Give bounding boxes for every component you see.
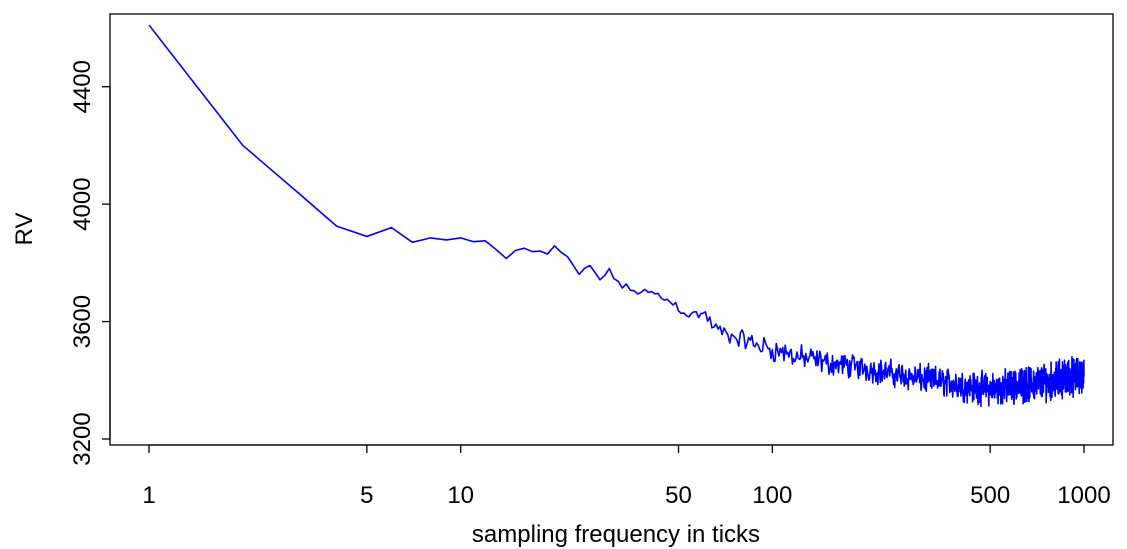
y-tick-label: 3600 <box>69 295 96 348</box>
y-tick-label: 4000 <box>69 177 96 230</box>
y-tick-label: 4400 <box>69 60 96 113</box>
x-tick-label: 5 <box>360 482 373 509</box>
y-tick-label: 3200 <box>69 412 96 465</box>
x-tick-label: 50 <box>665 482 692 509</box>
x-tick-label: 1 <box>142 482 155 509</box>
x-tick-label: 100 <box>752 482 792 509</box>
y-axis: 3200 3600 4000 4400 <box>69 60 111 466</box>
x-axis-label: sampling frequency in ticks <box>472 521 760 548</box>
x-tick-label: 500 <box>970 482 1010 509</box>
x-tick-label: 10 <box>447 482 474 509</box>
x-tick-label: 1000 <box>1057 482 1110 509</box>
y-axis-label: RV <box>11 213 38 246</box>
series-line <box>148 24 1085 408</box>
x-axis: 1 5 10 50 100 500 1000 <box>142 444 1111 509</box>
